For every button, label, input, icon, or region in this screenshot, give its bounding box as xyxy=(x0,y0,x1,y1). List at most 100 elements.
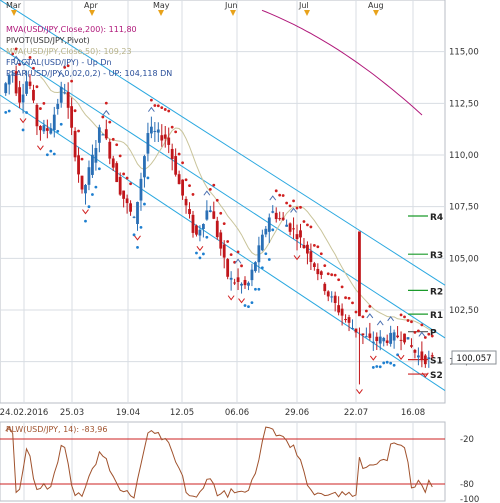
rlw-levels xyxy=(0,438,445,485)
candle-body xyxy=(139,178,143,201)
candle-body xyxy=(351,327,354,329)
fractal-up-arrow xyxy=(203,190,211,196)
psar-dot xyxy=(423,336,427,339)
fractal-up-arrow xyxy=(387,315,395,322)
pivot-label: R1 xyxy=(430,311,443,321)
candle-body xyxy=(191,214,195,233)
current-price-box xyxy=(451,350,497,365)
candle-body xyxy=(299,230,302,238)
candle-body xyxy=(326,291,330,297)
candle-body xyxy=(257,245,261,263)
candle-body xyxy=(42,125,46,132)
candle-body xyxy=(382,337,386,342)
rlw-title: RLW(USD/JPY, 14): -83,96 xyxy=(6,425,107,434)
psar-dot xyxy=(226,240,230,243)
fractal-down-arrow xyxy=(421,372,429,378)
psar-dot xyxy=(14,47,18,51)
candle-body xyxy=(160,135,164,141)
candle-body xyxy=(229,277,233,280)
date-tick-label: 25.03 xyxy=(60,408,84,418)
candle-body xyxy=(208,210,212,213)
candle-body xyxy=(11,73,15,75)
candle-body xyxy=(122,190,126,199)
pivot-label: R2 xyxy=(430,287,443,297)
psar-dot xyxy=(292,199,295,203)
candle-body xyxy=(312,263,316,267)
candle-body xyxy=(136,201,139,224)
candle-body xyxy=(59,86,63,103)
price-tick-label: 102,50 xyxy=(449,306,479,316)
fractal-down-arrow xyxy=(196,246,204,252)
candle-body xyxy=(195,225,198,235)
psar-dot xyxy=(271,228,275,232)
price-tick-label: 110,00 xyxy=(449,151,479,161)
candle-body xyxy=(32,89,35,101)
month-marker xyxy=(304,10,310,16)
psar-dot xyxy=(250,301,254,305)
psar-dot xyxy=(201,252,205,256)
psar-dot xyxy=(160,106,164,109)
legend-ma50: MVA(USD/JPY,Close,50): 109,23 xyxy=(6,47,132,56)
candle-body xyxy=(174,156,178,175)
candle-body xyxy=(66,92,70,108)
psar-dot xyxy=(208,187,212,191)
candle-body xyxy=(104,129,108,139)
candle-body xyxy=(302,245,306,249)
candle-body xyxy=(396,335,399,338)
candle-body xyxy=(354,328,358,333)
psar-dot xyxy=(354,310,358,314)
psar-dot xyxy=(364,309,368,313)
fractal-up-arrow xyxy=(57,71,65,78)
candle-body xyxy=(344,318,347,321)
candle-body xyxy=(219,232,223,249)
psar-dot xyxy=(153,104,157,107)
psar-dot xyxy=(399,313,403,317)
main-price-panel: R4 R3 R2 R1 P S1 S2 Mar Apr May Jun Jul Aug xyxy=(0,0,446,404)
psar-dot xyxy=(257,287,261,291)
psar-dot xyxy=(167,109,171,113)
fractal-up-arrow xyxy=(12,55,20,61)
rlw-line xyxy=(5,426,433,499)
psar-dot xyxy=(70,79,74,83)
fractal-up-arrow xyxy=(290,207,297,213)
month-label: May xyxy=(153,1,170,10)
candle-body xyxy=(420,351,424,360)
psar-dot xyxy=(330,273,334,277)
fractal-up-arrow xyxy=(234,258,242,264)
candle-body xyxy=(309,251,313,262)
psar-dot xyxy=(306,223,309,227)
current-price-value: 100,057 xyxy=(456,354,491,364)
rlw-panel: RLW(USD/JPY, 14): -83,96 xyxy=(0,421,446,502)
date-tick-label: 16.08 xyxy=(401,408,425,418)
psar-dot xyxy=(215,198,219,202)
psar-dot xyxy=(288,204,292,208)
candle-body xyxy=(146,133,150,154)
channel-line xyxy=(0,47,446,339)
candle-body xyxy=(205,210,209,220)
candle-body xyxy=(70,106,74,128)
candle-body xyxy=(236,277,240,282)
candle-body xyxy=(73,130,77,158)
psar-dot xyxy=(243,304,247,307)
candle-body xyxy=(361,333,365,336)
price-tick-label: 112,50 xyxy=(449,99,479,109)
candle-body xyxy=(274,212,278,220)
candle-body xyxy=(167,137,171,145)
candle-body xyxy=(285,224,289,227)
rlw-tick-label: -80 xyxy=(460,480,474,490)
candle-body xyxy=(323,283,327,292)
fractal-down-arrow xyxy=(397,354,405,360)
candle-body xyxy=(45,128,49,131)
pivot-label: S2 xyxy=(430,371,443,381)
candle-body xyxy=(25,81,28,94)
candle-body xyxy=(410,345,413,347)
candle-body xyxy=(403,333,406,343)
psar-dot xyxy=(247,305,250,309)
psar-dot xyxy=(337,278,341,282)
candle-body xyxy=(371,341,375,344)
psar-dot xyxy=(129,182,132,186)
candle-body xyxy=(181,179,184,196)
price-tick-label: 115,00 xyxy=(449,48,479,58)
psar-dot xyxy=(385,360,389,364)
